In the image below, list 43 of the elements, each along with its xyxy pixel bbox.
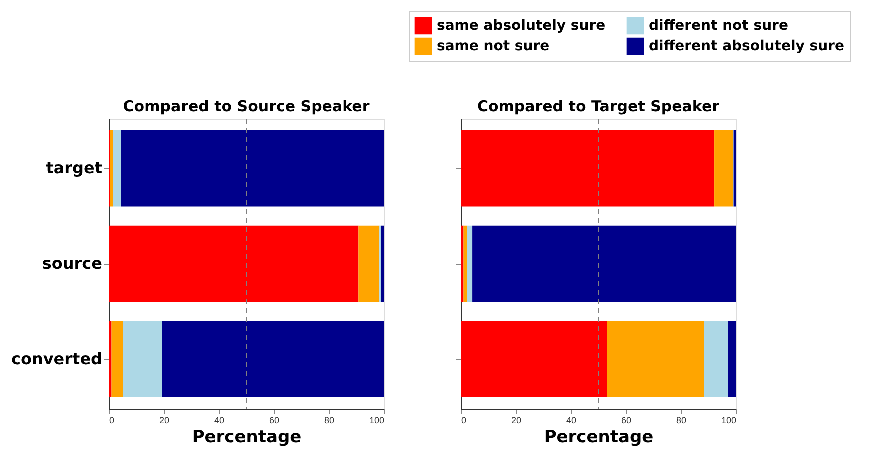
bar [714, 130, 734, 207]
bar [110, 130, 114, 207]
bar [113, 130, 122, 207]
legend-label: same not sure [437, 38, 550, 54]
x-tick-label: 100 [721, 416, 736, 426]
bar [467, 226, 473, 302]
bar [112, 321, 124, 398]
x-tick-label: 0 [110, 416, 115, 426]
chart-title: Compared to Target Speaker [477, 98, 720, 116]
x-axis-title: Percentage [544, 428, 654, 448]
bar [358, 226, 380, 302]
x-tick-label: 20 [511, 416, 522, 426]
y-tick-label: converted [12, 349, 102, 368]
x-tick-label: 20 [159, 416, 170, 426]
x-tick-label: 40 [214, 416, 225, 426]
bar [472, 226, 736, 302]
bar [123, 321, 162, 398]
bar [728, 321, 736, 398]
x-tick-label: 0 [462, 416, 467, 426]
bar [607, 321, 704, 398]
x-tick-label: 80 [324, 416, 335, 426]
bar [109, 321, 112, 398]
legend-label: different absolutely sure [649, 38, 844, 54]
x-axis-title: Percentage [192, 428, 302, 448]
x-tick-label: 40 [566, 416, 577, 426]
bar [162, 321, 384, 398]
y-tick-label: target [46, 158, 103, 178]
bar [461, 130, 715, 207]
x-tick-label: 80 [676, 416, 687, 426]
bar [461, 321, 608, 398]
bar [381, 226, 384, 302]
x-tick-label: 60 [269, 416, 280, 426]
bar [121, 130, 384, 207]
x-tick-label: 100 [369, 416, 384, 426]
x-tick-label: 60 [621, 416, 632, 426]
bar [461, 226, 464, 302]
bar [704, 321, 728, 398]
bar [464, 226, 468, 302]
legend-label: different not sure [649, 18, 788, 34]
legend-label: same absolutely sure [437, 18, 606, 34]
bar [109, 226, 359, 302]
chart-title: Compared to Source Speaker [123, 98, 370, 116]
y-tick-label: source [42, 254, 103, 273]
